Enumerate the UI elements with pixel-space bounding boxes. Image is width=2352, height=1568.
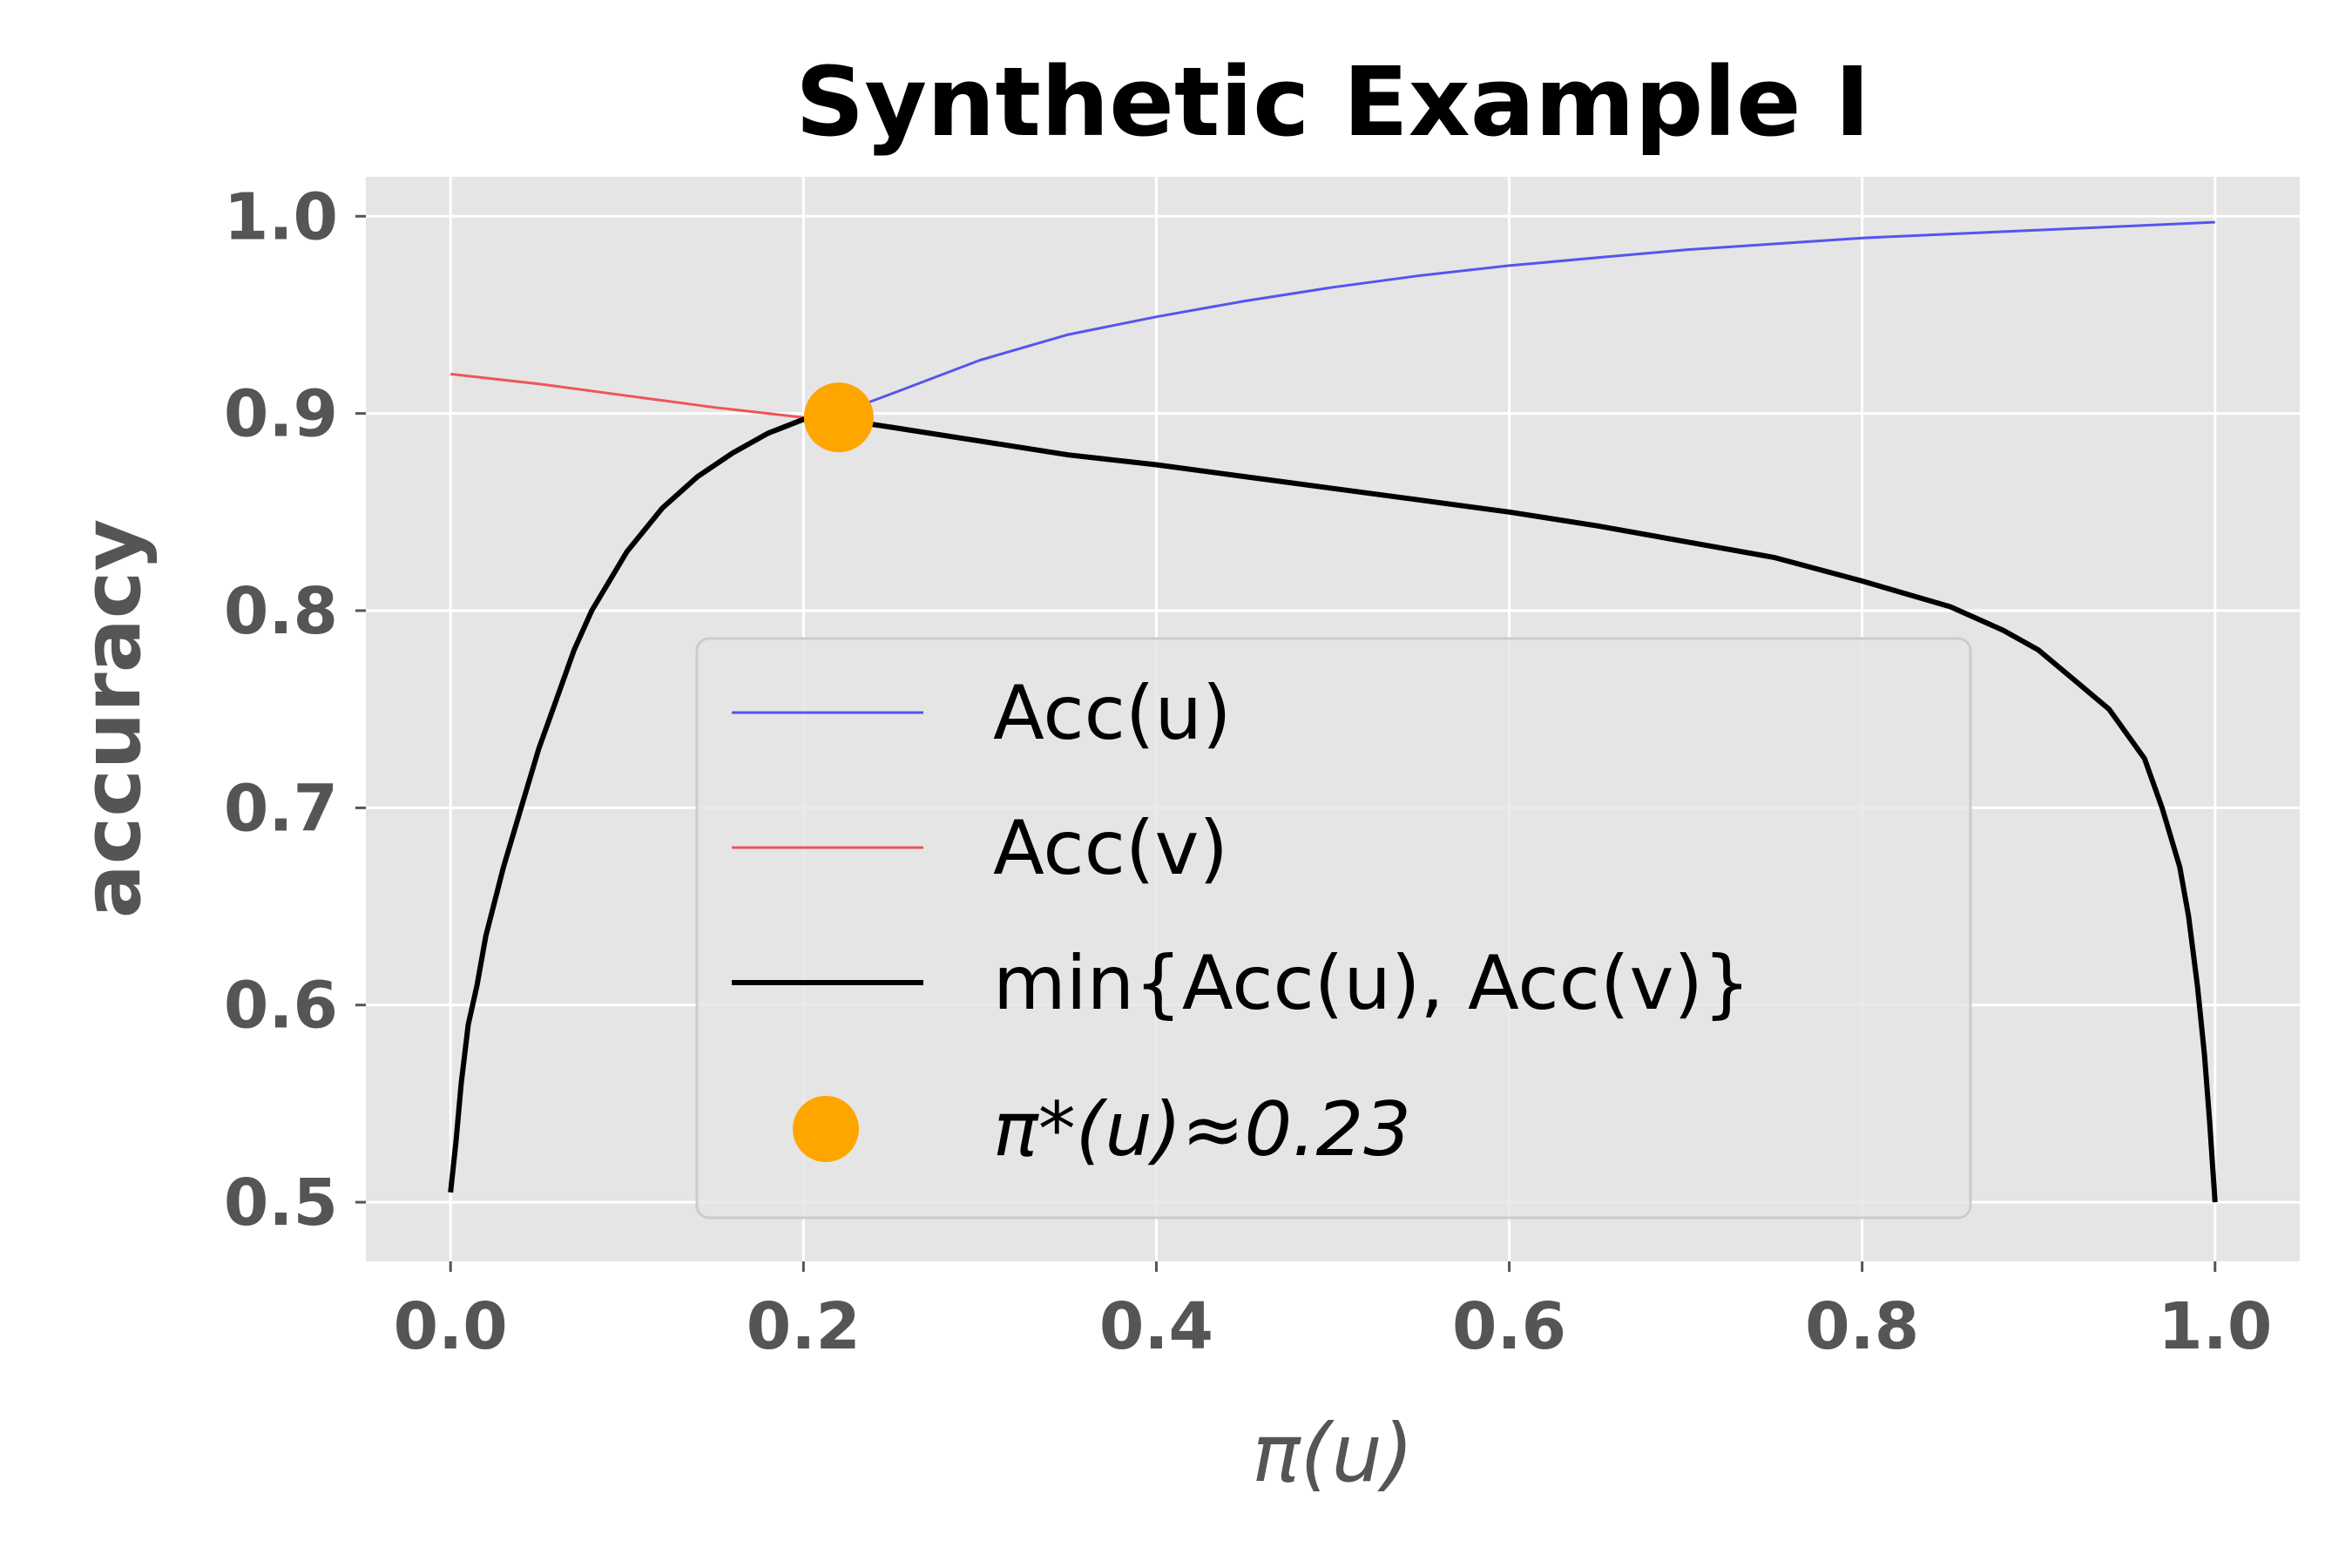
series-line-min [448,416,2218,1203]
y-tick-label: 0.6 [224,969,338,1044]
marker-layer [803,382,874,453]
ticks: 0.0 0.2 0.4 0.6 0.8 1.0 0.5 0.6 0.7 0.8 0.9 1.0 [224,179,2272,1364]
y-tick-label: 0.7 [224,771,338,846]
legend-label-acc-u: Acc(u) [993,670,1232,757]
x-axis-label: π(u) [1252,1407,1413,1500]
y-tick-label: 1.0 [224,179,338,254]
legend: Acc(u) Acc(v) min{Acc(u), Acc(v)} π*(u)≈… [695,637,1972,1220]
optimal-point-marker [803,382,874,453]
x-tick-label: 1.0 [2158,1289,2272,1364]
x-tick-label: 0.0 [394,1289,508,1364]
x-tick-label: 0.2 [747,1289,861,1364]
x-tick-label: 0.8 [1805,1289,1919,1364]
legend-label-pi-star: π*(u)≈0.23 [993,1086,1411,1173]
y-axis-label: accuracy [65,519,159,919]
y-tick-label: 0.8 [224,574,338,649]
chart-title: Synthetic Example I [795,46,1870,158]
x-tick-label: 0.4 [1099,1289,1213,1364]
x-tick-label: 0.6 [1452,1289,1566,1364]
series-line-acc-u [838,220,2215,416]
y-tick-label: 0.9 [224,377,338,452]
y-tick-label: 0.5 [224,1166,338,1240]
legend-marker-pi-star [793,1096,859,1162]
legend-label-acc-v: Acc(v) [993,805,1228,892]
legend-label-min: min{Acc(u), Acc(v)} [993,940,1751,1027]
legend-box [695,637,1972,1220]
